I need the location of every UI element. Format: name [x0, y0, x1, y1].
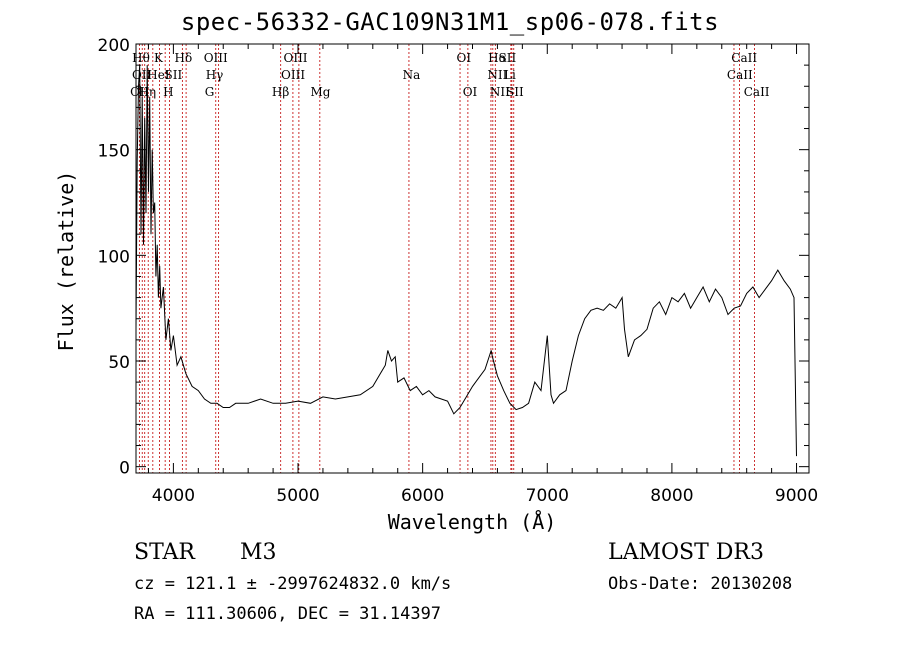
- spectrum-line: [135, 65, 797, 457]
- x-tick-label: 9000: [775, 486, 818, 506]
- observation-date: Obs-Date: 20130208: [608, 574, 793, 594]
- line-label: SII: [165, 68, 183, 82]
- y-axis-label: Flux (relative): [54, 170, 78, 352]
- line-label: NII: [487, 68, 507, 82]
- line-label: SII: [499, 51, 517, 65]
- plot-axes: [135, 43, 810, 474]
- chart-title: spec-56332-GAC109N31M1_sp06-078.fits: [180, 8, 720, 36]
- x-axis-label: Wavelength (Å): [387, 510, 557, 534]
- line-label: NII: [490, 85, 510, 99]
- line-label: OIII: [204, 51, 228, 65]
- x-tick-label: 8000: [650, 486, 693, 506]
- object-subclass: M3: [240, 540, 277, 565]
- y-tick-label: 0: [119, 459, 130, 479]
- y-axis-ticks: 0 50 100 150 200: [98, 36, 809, 479]
- redshift-info: cz = 121.1 ± -2997624832.0 km/s: [134, 574, 452, 594]
- emission-line-markers: [138, 44, 755, 473]
- line-label: CaII: [744, 85, 770, 99]
- line-label: Li: [504, 68, 516, 82]
- line-label: OIII: [283, 51, 307, 65]
- line-label: OI: [456, 51, 471, 65]
- object-type: STAR: [134, 540, 195, 565]
- coordinates: RA = 111.30606, DEC = 31.14397: [134, 604, 442, 624]
- line-label: Hγ: [206, 68, 224, 82]
- line-label: CaII: [727, 68, 753, 82]
- y-tick-label: 200: [98, 36, 130, 56]
- line-label: Hδ: [175, 51, 193, 65]
- line-label: OI: [463, 85, 478, 99]
- line-label: OIII: [281, 68, 305, 82]
- line-label: K: [154, 51, 164, 65]
- line-label: SII: [506, 85, 524, 99]
- line-label: H: [163, 85, 173, 99]
- line-label: HeI: [147, 68, 170, 82]
- x-tick-label: 7000: [526, 486, 569, 506]
- line-label: Hθ: [132, 51, 150, 65]
- y-tick-label: 150: [98, 142, 130, 162]
- y-tick-label: 100: [98, 247, 130, 267]
- x-axis-ticks: 4000 5000 6000 7000 8000 9000: [147, 44, 818, 506]
- line-label: Hβ: [272, 85, 289, 99]
- line-label: Na: [403, 68, 421, 82]
- x-tick-label: 4000: [152, 486, 195, 506]
- survey-name: LAMOST DR3: [608, 540, 764, 565]
- y-tick-label: 50: [108, 353, 130, 373]
- line-label: Hα: [488, 51, 507, 65]
- x-tick-label: 5000: [276, 486, 319, 506]
- x-tick-label: 6000: [401, 486, 444, 506]
- plot-frame: [135, 43, 810, 474]
- line-label: CaII: [731, 51, 757, 65]
- line-label: G: [205, 85, 215, 99]
- line-label: Mg: [310, 85, 330, 99]
